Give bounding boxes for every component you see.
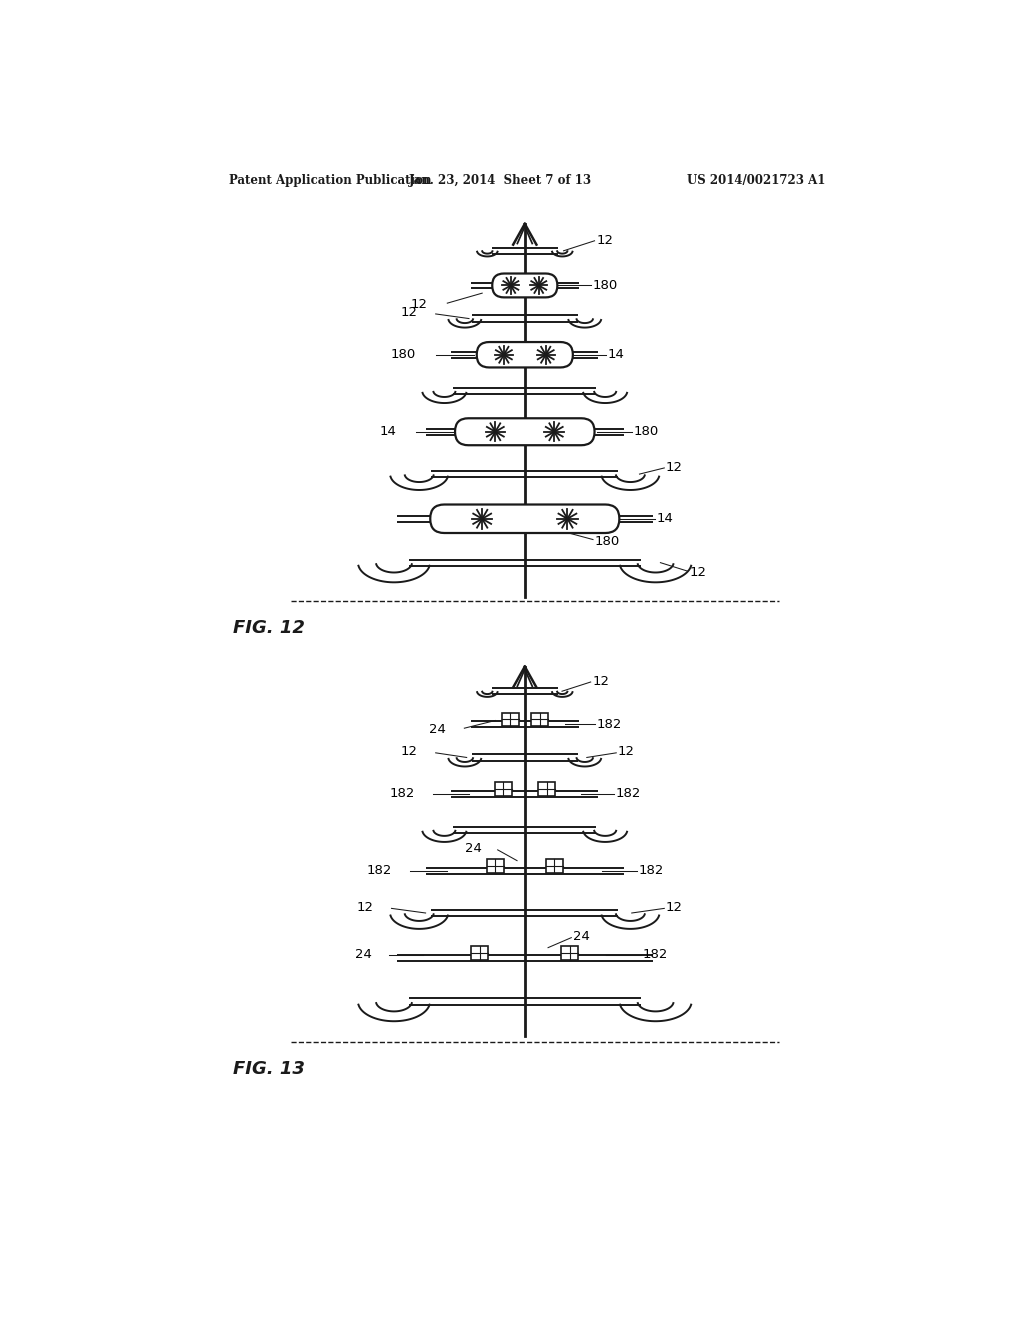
FancyBboxPatch shape [493,273,557,297]
Text: 180: 180 [592,279,617,292]
FancyBboxPatch shape [477,342,572,367]
Text: 12: 12 [666,461,683,474]
Text: 14: 14 [656,512,674,525]
Text: 12: 12 [356,902,374,915]
Text: 182: 182 [643,948,668,961]
Text: 12: 12 [592,675,609,688]
Bar [471,946,488,960]
Bar [495,781,512,796]
Text: US 2014/0021723 A1: US 2014/0021723 A1 [687,174,825,187]
Text: 24: 24 [355,948,372,961]
Text: 182: 182 [389,787,415,800]
Bar [531,713,548,726]
Text: 24: 24 [429,723,445,737]
Bar [486,859,504,873]
Text: FIG. 12: FIG. 12 [232,619,304,638]
Text: 180: 180 [633,425,658,438]
Text: 182: 182 [596,718,622,731]
Text: 182: 182 [639,865,665,878]
Bar [561,946,579,960]
Text: 12: 12 [411,298,428,312]
Text: Patent Application Publication: Patent Application Publication [228,174,431,187]
Bar [538,781,555,796]
Text: 12: 12 [400,744,418,758]
Text: 182: 182 [367,865,391,878]
Text: 12: 12 [666,902,683,915]
Text: 12: 12 [596,234,613,247]
Text: FIG. 13: FIG. 13 [232,1060,304,1077]
Text: 14: 14 [380,425,397,438]
Text: 180: 180 [595,535,620,548]
Text: 12: 12 [617,744,635,758]
Text: 12: 12 [689,566,707,579]
Text: 180: 180 [391,348,417,362]
Text: Jan. 23, 2014  Sheet 7 of 13: Jan. 23, 2014 Sheet 7 of 13 [409,174,592,187]
Text: 14: 14 [607,348,625,362]
Text: 24: 24 [572,929,590,942]
Text: 12: 12 [400,306,418,319]
Text: 24: 24 [465,842,482,855]
FancyBboxPatch shape [455,418,595,445]
Text: 182: 182 [615,787,641,800]
Bar [502,713,518,726]
Bar [546,859,563,873]
FancyBboxPatch shape [430,504,620,533]
